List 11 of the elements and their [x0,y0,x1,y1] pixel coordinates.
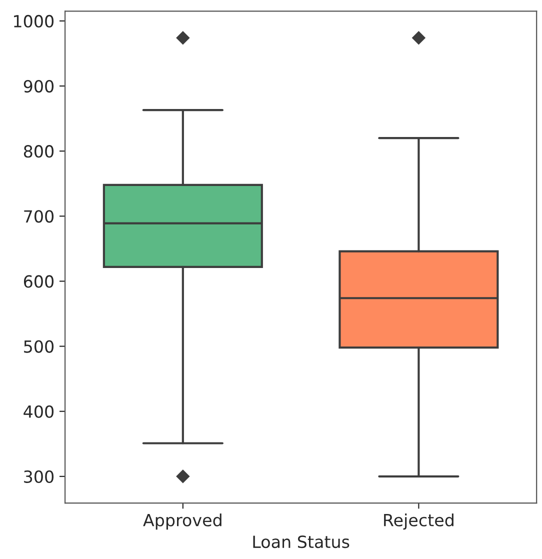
x-tick-label: Rejected [384,514,454,530]
y-tick-label: 600 [24,275,54,288]
y-tick-label: 400 [24,405,54,418]
x-axis-title: Loan Status [253,535,350,548]
y-tick-label: 1000 [14,14,54,28]
x-tick-label: Approved [143,514,222,530]
y-tick-label: 300 [24,470,54,483]
y-tick-label: 500 [24,340,54,353]
y-tick-label: 800 [24,145,54,158]
y-tick-label: 700 [24,210,54,223]
y-tick-label: 900 [24,80,54,93]
